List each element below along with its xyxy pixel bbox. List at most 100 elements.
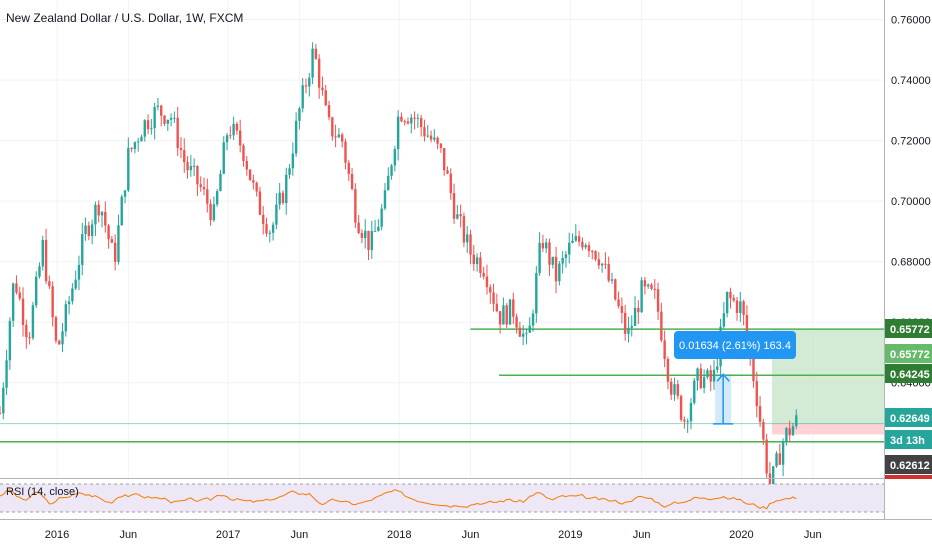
candle-body (528, 325, 531, 333)
candle-body (288, 168, 291, 175)
candle-body (173, 117, 176, 119)
candle-body (209, 203, 212, 221)
candle-body (396, 116, 400, 150)
stop-zone[interactable] (771, 423, 884, 435)
candle-body (630, 325, 633, 328)
candle-body (587, 245, 591, 252)
candle-body (304, 85, 308, 87)
candle-body (479, 257, 482, 273)
candle-body (459, 214, 462, 217)
time-tick-label: Jun (633, 529, 651, 541)
candle-body (607, 264, 610, 281)
candle-body (462, 216, 466, 243)
price-tick-label: 0.76000 (891, 15, 931, 27)
candle-body (515, 316, 518, 328)
price-label-upper-level-text: 0.65772 (890, 324, 930, 336)
candle-body (732, 298, 735, 301)
candle-body (248, 169, 252, 181)
candle-body (538, 242, 541, 274)
candle-body (633, 307, 637, 326)
candle-body (541, 242, 545, 249)
candle-body (449, 173, 452, 194)
candle-body (166, 119, 170, 124)
candle-body (51, 286, 54, 318)
candle-body (364, 230, 367, 238)
candle-body (735, 300, 739, 313)
candle-body (370, 231, 374, 250)
candle-body (192, 166, 196, 168)
measure-tool[interactable]: 0.01634 (2.61%) 163.4 (674, 331, 796, 425)
candle-body (146, 120, 150, 130)
candle-body (337, 134, 341, 138)
candle-body (393, 149, 397, 166)
candle-body (140, 136, 143, 142)
candle-body (150, 128, 153, 130)
candle-body (206, 189, 209, 204)
chart-title: New Zealand Dollar / U.S. Dollar, 1W, FX… (6, 11, 243, 25)
time-tick-label: 2018 (387, 529, 411, 541)
candle-body (600, 263, 604, 266)
candle-body (614, 279, 617, 300)
candle-body (11, 283, 15, 321)
price-tick-label: 0.74000 (891, 75, 931, 87)
candle-body (581, 241, 584, 248)
candle-body (433, 137, 436, 140)
candle-body (446, 170, 449, 174)
rsi-line (0, 489, 797, 510)
candle-body (176, 117, 179, 149)
price-label-target-text: 0.65772 (890, 349, 930, 361)
candle-body (561, 257, 564, 264)
candle-body (327, 105, 331, 118)
candle-body (765, 439, 768, 474)
candle-body (518, 327, 522, 337)
candle-body (113, 242, 117, 262)
candle-body (502, 305, 505, 325)
candle-body (535, 273, 538, 314)
candle-body (169, 117, 173, 120)
time-axis[interactable]: 2016 Jun 2017 Jun 2018 Jun 2019 Jun 2020 Jun (45, 529, 822, 541)
candle-body (442, 147, 446, 171)
candle-body (666, 358, 670, 382)
candle-body (521, 333, 525, 337)
candle-body (15, 283, 18, 293)
candle-body (34, 276, 38, 306)
candle-body (130, 147, 133, 149)
candle-body (426, 135, 429, 137)
candle-body (324, 90, 327, 106)
price-label-mid-level (885, 364, 932, 383)
candle-body (41, 239, 44, 267)
candle-body (716, 366, 719, 370)
candle-body (331, 117, 334, 137)
horizontal-levels[interactable] (0, 328, 884, 443)
candle-body (594, 251, 597, 260)
candle-body (742, 301, 745, 316)
candle-body (785, 428, 788, 442)
candle-body (311, 48, 314, 78)
candle-body (160, 105, 163, 116)
candle-body (492, 292, 495, 304)
candle-body (285, 174, 288, 204)
candle-body (778, 453, 782, 465)
candle-body (525, 332, 528, 334)
rsi-pane[interactable] (0, 483, 884, 513)
candle-body (410, 117, 413, 124)
candle-body (577, 236, 581, 242)
candle-body (48, 281, 51, 287)
time-tick-label: 2017 (216, 529, 240, 541)
candle-body (44, 239, 48, 282)
candle-body (558, 263, 561, 282)
price-label-low (885, 455, 932, 474)
candle-body (67, 301, 71, 305)
candle-body (406, 121, 410, 124)
time-tick-label: Jun (291, 529, 309, 541)
candle-body (495, 303, 499, 312)
candle-body (646, 284, 650, 287)
candle-body (143, 120, 146, 137)
candle-body (722, 313, 726, 327)
candle-body (610, 279, 614, 281)
candle-body (344, 141, 347, 163)
candle-body (61, 331, 64, 345)
candle-body (2, 387, 5, 414)
candle-body (429, 135, 433, 140)
